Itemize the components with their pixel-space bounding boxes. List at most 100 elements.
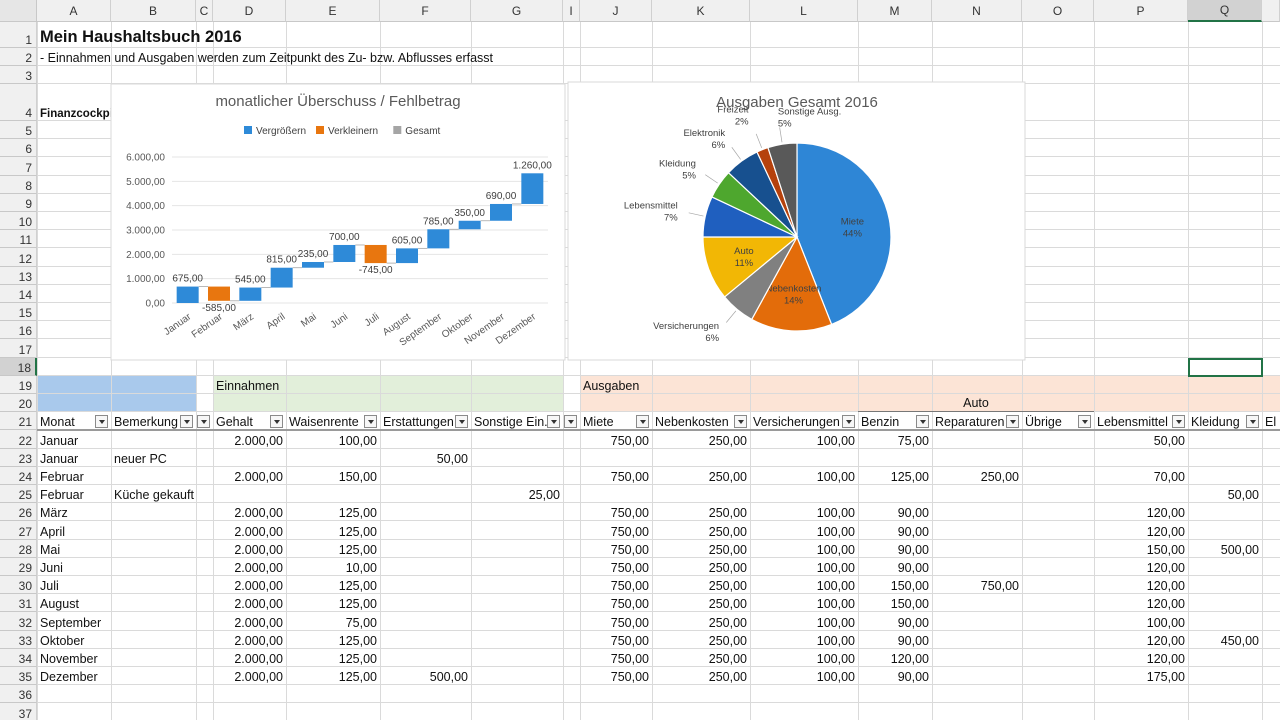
column-header[interactable]: M [858, 0, 932, 22]
row-header[interactable]: 18 [0, 357, 37, 376]
data-cell[interactable]: 100,00 [816, 542, 855, 557]
data-cell[interactable]: 100,00 [338, 433, 377, 448]
data-cell[interactable]: 70,00 [1153, 469, 1185, 484]
data-cell[interactable]: 250,00 [708, 633, 747, 648]
column-header[interactable]: E [286, 0, 380, 22]
data-cell[interactable]: 2.000,00 [234, 651, 283, 666]
data-cell[interactable]: 150,00 [890, 597, 929, 612]
row-header[interactable]: 16 [0, 321, 37, 340]
row-header[interactable]: 9 [0, 193, 37, 212]
data-cell[interactable]: 500,00 [429, 670, 468, 685]
column-title[interactable]: Versicherungen [753, 415, 840, 430]
data-cell[interactable]: 2.000,00 [234, 579, 283, 594]
data-cell[interactable]: Januar [40, 451, 79, 466]
data-cell[interactable]: 250,00 [708, 524, 747, 539]
data-cell[interactable]: 90,00 [897, 524, 929, 539]
data-cell[interactable]: November [40, 651, 98, 666]
data-cell[interactable]: 2.000,00 [234, 524, 283, 539]
filter-button[interactable] [564, 415, 577, 429]
data-cell[interactable]: 750,00 [610, 542, 649, 557]
data-cell[interactable]: 125,00 [890, 469, 929, 484]
data-cell[interactable]: 175,00 [1146, 670, 1185, 685]
data-cell[interactable]: Oktober [40, 633, 85, 648]
column-title[interactable]: Benzin [861, 415, 900, 430]
data-cell[interactable]: 250,00 [980, 469, 1019, 484]
column-header[interactable]: L [750, 0, 858, 22]
data-cell[interactable]: 450,00 [1220, 633, 1259, 648]
data-cell[interactable]: Januar [40, 433, 79, 448]
column-header[interactable]: F [380, 0, 471, 22]
row-header[interactable]: 2 [0, 48, 37, 66]
filter-button[interactable] [734, 415, 747, 429]
row-header[interactable]: 12 [0, 248, 37, 267]
row-header[interactable]: 32 [0, 612, 37, 631]
data-cell[interactable]: 100,00 [816, 506, 855, 521]
data-cell[interactable]: 120,00 [1146, 597, 1185, 612]
data-cell[interactable]: März [40, 506, 68, 521]
data-cell[interactable]: 50,00 [1153, 433, 1185, 448]
data-cell[interactable]: 2.000,00 [234, 615, 283, 630]
column-title[interactable]: Waisenrente [289, 415, 359, 430]
row-header[interactable]: 20 [0, 394, 37, 413]
data-cell[interactable]: 100,00 [816, 560, 855, 575]
column-header[interactable]: Q [1188, 0, 1262, 22]
data-cell[interactable]: 250,00 [708, 670, 747, 685]
data-cell[interactable]: 120,00 [1146, 633, 1185, 648]
data-cell[interactable]: 125,00 [338, 597, 377, 612]
data-cell[interactable]: 75,00 [345, 615, 377, 630]
data-cell[interactable]: 90,00 [897, 542, 929, 557]
row-header[interactable]: 23 [0, 448, 37, 467]
column-header[interactable]: B [111, 0, 196, 22]
data-cell[interactable]: 750,00 [610, 433, 649, 448]
row-header[interactable]: 11 [0, 230, 37, 249]
data-cell[interactable]: 100,00 [816, 524, 855, 539]
sheet-title[interactable]: Mein Haushaltsbuch 2016 [40, 28, 242, 46]
filter-button[interactable] [916, 415, 929, 429]
row-header[interactable]: 25 [0, 485, 37, 504]
column-title[interactable]: Gehalt [216, 415, 253, 430]
selected-cell[interactable] [1188, 357, 1263, 377]
data-cell[interactable]: 125,00 [338, 579, 377, 594]
group-label[interactable]: Auto [858, 394, 1094, 413]
filter-button[interactable] [842, 415, 855, 429]
row-header[interactable]: 4 [0, 84, 37, 121]
column-title[interactable]: Lebensmittel [1097, 415, 1168, 430]
row-header[interactable]: 6 [0, 139, 37, 158]
data-cell[interactable]: 250,00 [708, 597, 747, 612]
data-cell[interactable]: 750,00 [610, 469, 649, 484]
row-header[interactable]: 35 [0, 667, 37, 686]
column-title[interactable]: Erstattungen [383, 415, 454, 430]
cockpit-label[interactable]: Finanzcockpi [40, 108, 111, 120]
data-cell[interactable]: 750,00 [610, 615, 649, 630]
data-cell[interactable]: 750,00 [610, 560, 649, 575]
data-cell[interactable]: 100,00 [816, 651, 855, 666]
data-cell[interactable]: 250,00 [708, 433, 747, 448]
row-header[interactable]: 22 [0, 430, 37, 449]
data-cell[interactable]: 25,00 [528, 488, 560, 503]
data-cell[interactable]: 100,00 [816, 597, 855, 612]
data-cell[interactable]: 2.000,00 [234, 542, 283, 557]
data-cell[interactable]: 120,00 [1146, 560, 1185, 575]
data-cell[interactable]: 250,00 [708, 615, 747, 630]
filter-button[interactable] [636, 415, 649, 429]
data-cell[interactable]: 2.000,00 [234, 433, 283, 448]
data-cell[interactable]: 100,00 [816, 469, 855, 484]
data-cell[interactable]: 250,00 [708, 651, 747, 666]
data-cell[interactable]: 2.000,00 [234, 633, 283, 648]
sheet-subtitle[interactable]: - Einnahmen und Ausgaben werden zum Zeit… [40, 51, 494, 65]
column-header[interactable]: K [652, 0, 750, 22]
data-cell[interactable]: September [40, 615, 102, 630]
data-cell[interactable]: 75,00 [897, 433, 929, 448]
data-cell[interactable]: 2.000,00 [234, 560, 283, 575]
data-cell[interactable]: 100,00 [816, 579, 855, 594]
data-cell[interactable]: 90,00 [897, 615, 929, 630]
row-header[interactable]: 10 [0, 212, 37, 231]
row-header[interactable]: 37 [0, 703, 37, 720]
data-cell[interactable]: Mai [40, 542, 61, 557]
filter-button[interactable] [547, 415, 560, 429]
data-cell[interactable]: 2.000,00 [234, 469, 283, 484]
row-header[interactable]: 29 [0, 557, 37, 576]
data-cell[interactable]: August [40, 597, 79, 612]
data-cell[interactable]: 120,00 [1146, 579, 1185, 594]
row-header[interactable]: 14 [0, 284, 37, 303]
